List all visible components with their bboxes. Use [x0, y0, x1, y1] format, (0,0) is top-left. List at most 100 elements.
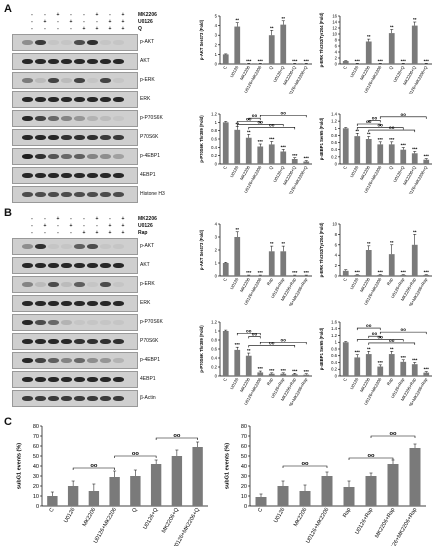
significance-mark: ***	[292, 368, 297, 373]
bar	[280, 251, 287, 276]
blot-band	[87, 282, 98, 287]
bar	[257, 146, 264, 164]
blot-strip	[12, 390, 138, 407]
bar	[423, 372, 430, 376]
treatment-sign: -	[57, 26, 59, 32]
y-tick-label: 12	[332, 25, 337, 30]
blot-label: p-AKT	[140, 243, 155, 249]
category-label: U0126	[273, 507, 286, 524]
blot-band	[74, 301, 85, 306]
blot-band	[87, 377, 98, 382]
blot-band	[113, 282, 124, 287]
blot-band	[61, 173, 72, 178]
blot-band	[87, 301, 98, 306]
significance-mark: **	[390, 346, 394, 351]
blot-band	[74, 192, 85, 197]
y-tick-label: 4	[335, 253, 338, 258]
y-tick-label: 0	[335, 161, 338, 166]
y-axis-label: subG1 events (%)	[17, 443, 23, 489]
blot-label: AKT	[140, 58, 150, 64]
bar	[268, 144, 275, 164]
category-label: U0126+MK2206	[93, 507, 118, 545]
treatment-sign: +	[43, 223, 47, 229]
blot-band	[100, 282, 111, 287]
significance-mark: ***	[269, 368, 274, 373]
blot-band	[100, 358, 111, 363]
blot-band	[113, 173, 124, 178]
bar	[291, 374, 298, 376]
blot-band	[22, 192, 33, 197]
blot-strip	[12, 72, 138, 89]
bar	[257, 372, 264, 376]
bar	[277, 486, 289, 506]
y-tick-label: 0.4	[211, 145, 217, 150]
significance-mark: ***	[378, 137, 383, 142]
blot-band	[113, 192, 124, 197]
comparison-bracket	[370, 435, 416, 438]
y-tick-label: 0	[335, 373, 338, 378]
treatment-name: U0126	[138, 223, 153, 229]
blot-band	[35, 358, 46, 363]
significance-mark: **	[390, 240, 394, 245]
category-label: U0126	[229, 376, 240, 390]
blot-band	[113, 154, 124, 159]
blot-label: β-Actin	[140, 395, 156, 401]
blot-band	[100, 192, 111, 197]
blot-band	[22, 244, 33, 249]
y-tick-label: 3	[215, 33, 218, 38]
blot-band	[74, 282, 85, 287]
blot-band	[61, 154, 72, 159]
blot-band	[61, 320, 72, 325]
y-tick-label: 16	[332, 13, 337, 18]
blot-band	[22, 173, 33, 178]
bracket-marker: oo	[389, 125, 395, 130]
significance-mark: ***	[355, 350, 360, 355]
blot-label: p-4EBP1	[140, 153, 161, 159]
blot-band	[100, 59, 111, 64]
bar	[342, 61, 349, 64]
blot-band	[61, 263, 72, 268]
blot-band	[113, 358, 124, 363]
comparison-bracket	[356, 127, 404, 130]
bar	[245, 275, 252, 276]
blot-band	[74, 244, 85, 249]
significance-mark: ***	[304, 270, 309, 275]
blot-band	[48, 396, 59, 401]
treatment-sign: +	[121, 19, 125, 25]
blot-band	[48, 320, 59, 325]
y-tick-label: 0.2	[211, 153, 217, 158]
blot-label: p-P70S6K	[140, 319, 163, 325]
significance-mark: ***	[235, 342, 240, 347]
bar	[400, 63, 407, 64]
treatment-sign: -	[57, 230, 59, 236]
blot-band	[35, 173, 46, 178]
blot-band	[61, 339, 72, 344]
category-label: Rap	[266, 376, 275, 386]
bar	[245, 355, 252, 376]
chart-a3-p-p70s6k: 0 0.2 0.4 0.6 0.8 1 1.2 p-P70S6K Thr389 (Fold) C…	[199, 110, 312, 194]
comparison-bracket	[259, 341, 307, 345]
blot-band	[22, 301, 33, 306]
bracket-marker: oo	[372, 331, 378, 336]
blot-band	[61, 358, 72, 363]
treatment-sign: -	[70, 12, 72, 18]
blot-band	[35, 97, 46, 102]
bar	[192, 447, 203, 506]
significance-mark: ***	[378, 58, 383, 63]
y-axis-label: p-AKT Ser473 (Fold)	[199, 19, 204, 60]
bar	[255, 497, 267, 506]
treatment-sign: -	[70, 26, 72, 32]
bracket-marker: oo	[367, 453, 375, 459]
blot-band	[74, 396, 85, 401]
blot-band	[22, 97, 33, 102]
treatment-sign: +	[121, 216, 125, 222]
significance-mark: **	[247, 348, 251, 353]
blot-label: ERK	[140, 96, 151, 102]
blot-band	[61, 116, 72, 121]
blot-band	[61, 78, 72, 83]
significance-mark: ***	[304, 369, 309, 374]
significance-mark: **	[236, 227, 240, 232]
bar	[303, 161, 310, 164]
y-tick-label: 20	[241, 484, 247, 490]
treatment-sign: -	[31, 223, 33, 229]
